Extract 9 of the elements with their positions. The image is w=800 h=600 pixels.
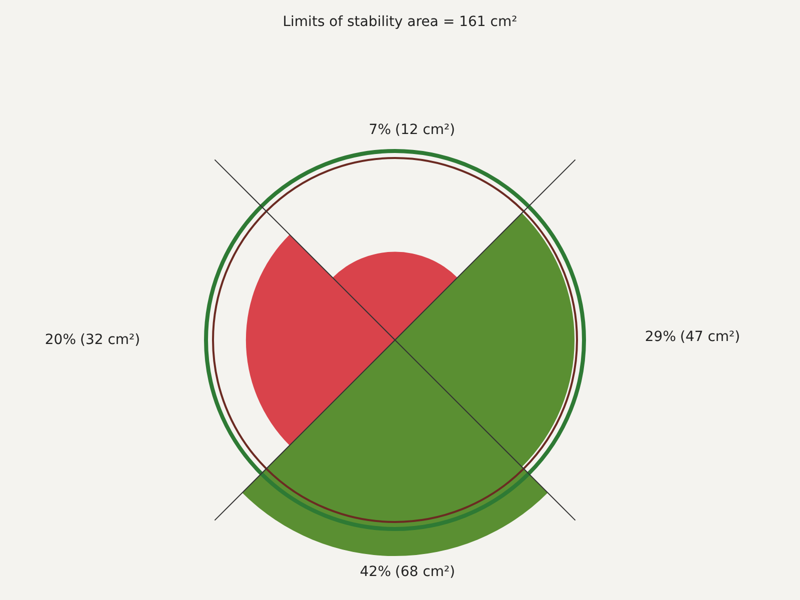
data-label: 42% [360, 564, 391, 580]
data-label: 29% [644, 328, 676, 345]
data-label: 20% [44, 332, 76, 348]
data-label: 7% [368, 122, 391, 138]
category-label: (47 cm²) [680, 328, 740, 345]
category-label: (32 cm²) [80, 332, 140, 348]
category-label: (12 cm²) [395, 122, 456, 138]
text: Limits of stability area = 161 cm² [282, 14, 518, 30]
category-label: (68 cm²) [395, 564, 456, 580]
